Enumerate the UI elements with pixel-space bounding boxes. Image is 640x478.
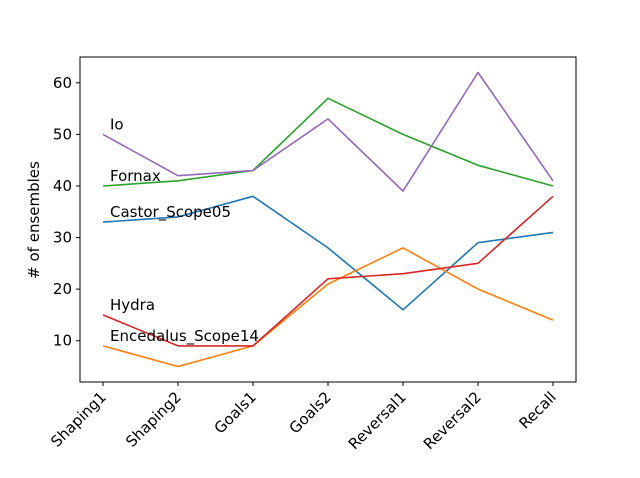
series-line-castor-scope05	[102, 195, 554, 311]
x-tick-label-recall: Recall	[515, 388, 559, 432]
series-label-io: Io	[110, 115, 124, 133]
y-tick-label-60: 60	[53, 74, 72, 92]
y-tick-label-30: 30	[53, 229, 72, 247]
y-axis: 10 20 30 40 50 60	[53, 74, 80, 350]
x-tick-label-goals1: Goals1	[211, 388, 260, 437]
y-tick-label-20: 20	[53, 280, 72, 298]
series-line-hydra	[102, 195, 554, 347]
y-tick-label-10: 10	[53, 332, 72, 350]
y-axis-label: # of ensembles	[25, 161, 43, 279]
series-line-io	[102, 71, 554, 192]
series-label-castor-scope05: Castor_Scope05	[110, 203, 231, 222]
series-label-fornax: Fornax	[110, 167, 161, 185]
series-labels: Castor_Scope05 Encedalus_Scope14 Fornax Hyd…	[110, 115, 259, 346]
x-tick-label-reversal1: Reversal1	[345, 388, 410, 453]
x-tick-label-shaping1: Shaping1	[47, 388, 110, 451]
x-axis: Shaping1 Shaping2 Goals1 Goals2 Reversal1 Rev…	[47, 382, 560, 453]
series-layer	[102, 71, 554, 368]
x-tick-label-shaping2: Shaping2	[122, 388, 185, 451]
series-line-fornax	[102, 97, 554, 187]
series-label-encedalus-scope14: Encedalus_Scope14	[110, 327, 259, 346]
series-line-encedalus-scope14	[102, 247, 554, 368]
x-tick-label-reversal2: Reversal2	[420, 388, 485, 453]
y-tick-label-40: 40	[53, 177, 72, 195]
x-tick-label-goals2: Goals2	[286, 388, 335, 437]
y-tick-label-50: 50	[53, 125, 72, 143]
series-label-hydra: Hydra	[110, 296, 155, 314]
